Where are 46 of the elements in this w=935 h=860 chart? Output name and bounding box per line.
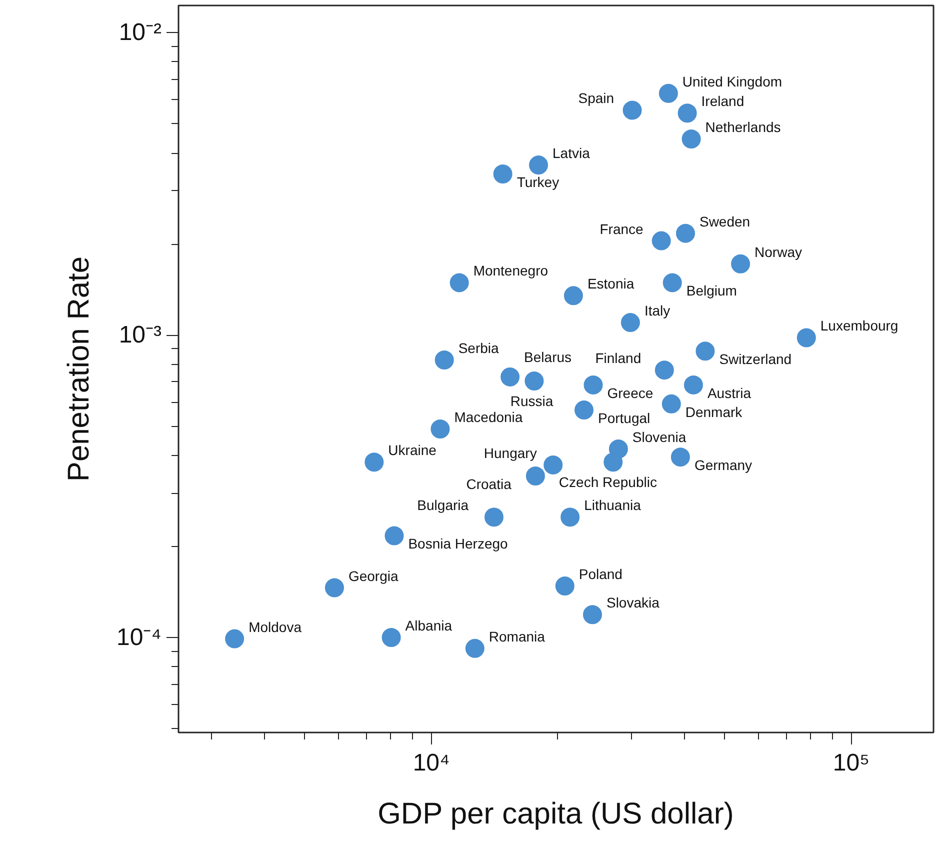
annotation: Portugal [598, 410, 650, 426]
annotation: Italy [644, 302, 670, 319]
annotation: Macedonia [454, 409, 523, 426]
annotation: Spain [578, 90, 614, 106]
annotation: Ukraine [388, 442, 437, 458]
annotation: Czech Republic [558, 474, 657, 490]
annotation: Switzerland [719, 351, 792, 368]
y-axis-title: Penetration Rate [62, 256, 96, 482]
annotation: Croatia [466, 476, 512, 492]
annotation: Netherlands [705, 119, 781, 136]
y-tick-label: 10⁻⁴ [116, 624, 162, 651]
annotation: Bosnia Herzego [408, 536, 508, 552]
x-tick-label: 10⁴ [412, 750, 450, 776]
annotation: Bulgaria [417, 497, 469, 514]
annotation: Albania [405, 617, 452, 634]
annotation: Austria [707, 384, 752, 401]
annotation: Finland [595, 350, 642, 366]
annotation: Germany [694, 457, 752, 474]
annotation: Norway [754, 244, 802, 260]
annotation: Montenegro [473, 262, 548, 279]
annotation: Sweden [699, 213, 750, 230]
annotation: Latvia [552, 145, 590, 162]
annotation: Luxembourg [820, 318, 898, 334]
annotation: Belarus [524, 348, 572, 365]
x-axis-title: GDP per capita (US dollar) [378, 798, 734, 830]
annotation: Slovenia [632, 429, 686, 446]
annotation: Romania [488, 628, 546, 644]
annotation: Greece [607, 384, 654, 401]
annotation: France [600, 220, 644, 237]
annotation: Russia [510, 392, 554, 409]
annotation: Denmark [685, 404, 744, 420]
annotation: Slovakia [606, 594, 660, 611]
annotation: Ireland [701, 93, 744, 110]
annotation: Belgium [686, 282, 737, 299]
annotation: Moldova [248, 618, 302, 635]
annotation: Estonia [587, 276, 634, 292]
y-tick-label: 10⁻² [118, 19, 162, 46]
y-tick-label: 10⁻³ [118, 322, 162, 349]
annotation: Turkey [516, 174, 560, 190]
annotation: United Kingdom [682, 73, 782, 90]
annotation: Georgia [348, 568, 398, 584]
annotation: Poland [578, 566, 622, 582]
annotation: Serbia [458, 340, 500, 356]
annotation: Lithuania [584, 497, 642, 514]
x-tick-label: 10⁵ [832, 750, 870, 776]
annotation: Hungary [484, 444, 537, 461]
